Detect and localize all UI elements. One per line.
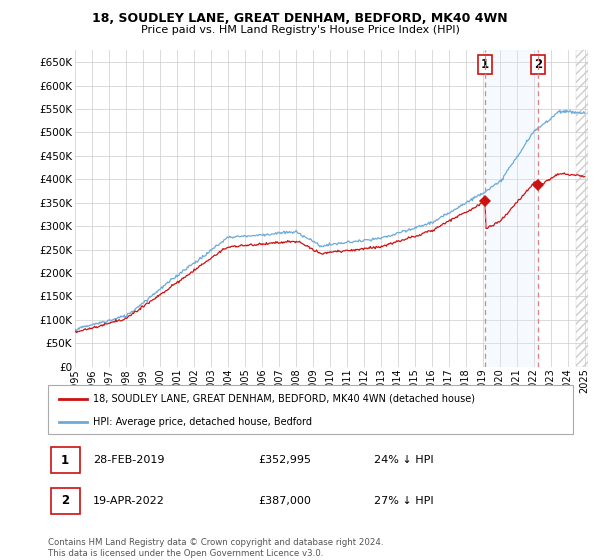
Text: 2: 2	[535, 58, 542, 71]
Text: 1: 1	[481, 58, 489, 71]
Text: 27% ↓ HPI: 27% ↓ HPI	[373, 496, 433, 506]
Text: 18, SOUDLEY LANE, GREAT DENHAM, BEDFORD, MK40 4WN: 18, SOUDLEY LANE, GREAT DENHAM, BEDFORD,…	[92, 12, 508, 25]
Text: 1: 1	[61, 454, 69, 467]
Text: 24% ↓ HPI: 24% ↓ HPI	[373, 455, 433, 465]
Text: £387,000: £387,000	[258, 496, 311, 506]
Text: £352,995: £352,995	[258, 455, 311, 465]
FancyBboxPatch shape	[48, 385, 573, 434]
Text: 28-FEB-2019: 28-FEB-2019	[92, 455, 164, 465]
Text: HPI: Average price, detached house, Bedford: HPI: Average price, detached house, Bedf…	[92, 417, 311, 427]
Text: Price paid vs. HM Land Registry's House Price Index (HPI): Price paid vs. HM Land Registry's House …	[140, 25, 460, 35]
FancyBboxPatch shape	[50, 488, 79, 514]
Text: 19-APR-2022: 19-APR-2022	[92, 496, 164, 506]
Text: 18, SOUDLEY LANE, GREAT DENHAM, BEDFORD, MK40 4WN (detached house): 18, SOUDLEY LANE, GREAT DENHAM, BEDFORD,…	[92, 394, 475, 404]
FancyBboxPatch shape	[50, 447, 79, 473]
Bar	[485, 50, 538, 367]
Text: Contains HM Land Registry data © Crown copyright and database right 2024.
This d: Contains HM Land Registry data © Crown c…	[48, 538, 383, 558]
Text: 2: 2	[61, 494, 69, 507]
